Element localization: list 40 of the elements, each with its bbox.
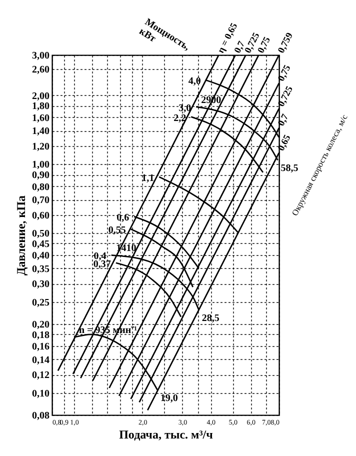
y-tick-label: 0,25 [32, 297, 50, 308]
y-tick-label: 0,18 [32, 330, 50, 341]
text: 0,725 [276, 84, 296, 109]
y-tick-label: 2,60 [32, 64, 50, 76]
y-tick-label: 0,60 [32, 210, 50, 222]
annotation: 0,6 [116, 212, 130, 224]
annotation: 58,5 [280, 163, 298, 174]
y-tick-label: 0,35 [32, 264, 50, 275]
y-tick-label: 0,16 [32, 342, 50, 353]
annotation: 0,55 [108, 225, 126, 236]
y-tick-label: 0,70 [32, 195, 50, 206]
y-tick-label: 1,00 [32, 160, 50, 171]
y-tick-label: 0,08 [32, 410, 50, 422]
y-tick-label: 0,12 [32, 370, 50, 382]
y-tick-label: 0,90 [32, 170, 50, 182]
text: 0,7 [276, 112, 292, 128]
y-tick-label: 1,60 [32, 112, 50, 124]
y-tick-label: 0,20 [32, 319, 50, 330]
y-tick-label: 0,45 [32, 238, 50, 250]
y-tick-label: 0,14 [32, 354, 50, 366]
y-tick-label: 0,80 [32, 182, 50, 193]
y-tick-label: 1,40 [32, 126, 50, 138]
y-tick-label: 0,40 [32, 250, 50, 262]
text: 0,65 [276, 133, 294, 153]
x-axis-title: Подача, тыс. м³/ч [119, 428, 214, 442]
text: 0,759 [276, 31, 296, 56]
text: 0,75 [276, 64, 294, 84]
annotation: 28,5 [202, 313, 220, 324]
y-tick-label: 0,10 [32, 388, 50, 400]
annotation: 19,0 [160, 392, 178, 404]
y-tick-label: 1,20 [32, 142, 50, 153]
y-axis-title: Давление, кПа [14, 195, 28, 276]
annotation: 1,1 [142, 172, 154, 184]
y-tick-label: 2,00 [32, 90, 50, 102]
annotation: 4,0 [188, 76, 201, 88]
y-tick-label: 3,00 [32, 50, 50, 62]
y-tick-label: 1,80 [32, 101, 50, 112]
y-tick-label: 0,30 [32, 279, 50, 290]
y-tick-label: 0,50 [32, 228, 50, 240]
annotation: 0,37 [93, 258, 111, 270]
